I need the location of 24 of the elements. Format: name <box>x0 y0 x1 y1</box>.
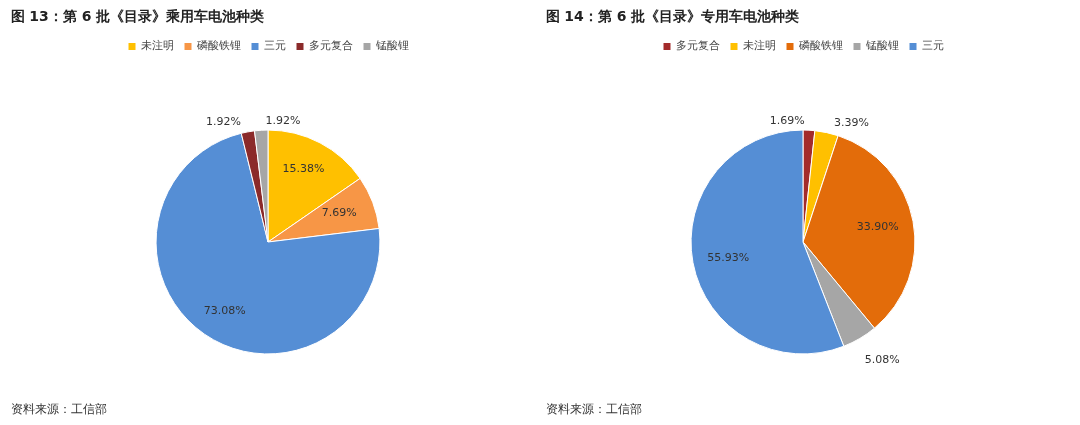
data-label: 55.93% <box>707 250 750 264</box>
legend-label: 未注明 <box>141 38 174 53</box>
legend-label: 三元 <box>264 38 286 53</box>
text: 资料来源：工信部 <box>10 401 107 416</box>
data-label: 33.90% <box>856 220 899 234</box>
legend-label: 磷酸铁锂 <box>799 38 843 53</box>
legend-label: 三元 <box>922 38 944 53</box>
legend-label: 多元复合 <box>309 38 353 53</box>
chart-title: 图 14：第 6 批《目录》专用车电池种类 <box>545 7 800 24</box>
data-label: 73.08% <box>203 303 246 317</box>
data-label: 7.69% <box>321 206 357 220</box>
data-label: 3.39% <box>833 116 869 130</box>
data-label: 5.08% <box>864 353 900 367</box>
legend-label: 磷酸铁锂 <box>197 38 241 53</box>
data-label: 1.92% <box>205 115 241 129</box>
legend-label: 未注明 <box>743 38 776 53</box>
legend-label: 锰酸锂 <box>376 38 409 53</box>
legend-label: 锰酸锂 <box>866 38 899 53</box>
data-label: 1.92% <box>265 113 301 127</box>
chart-title: 图 13：第 6 批《目录》乘用车电池种类 <box>10 7 265 24</box>
legend-label: 多元复合 <box>676 38 720 53</box>
data-label: 15.38% <box>282 162 325 176</box>
data-label: 1.69% <box>769 113 805 127</box>
text: 资料来源：工信部 <box>545 401 642 416</box>
